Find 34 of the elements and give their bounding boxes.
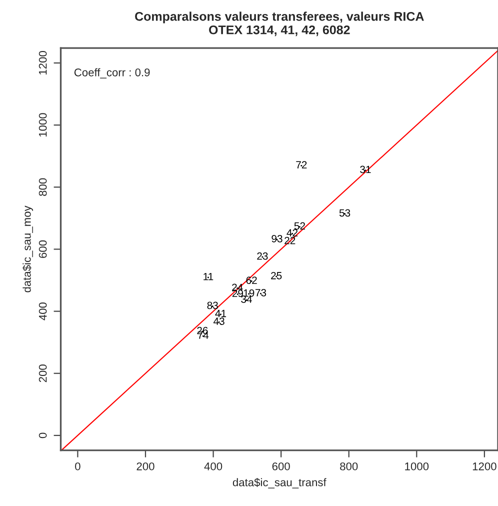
annotation: 53 (339, 209, 350, 217)
annotation: Coeff_corr : 0.9 (74, 68, 150, 78)
x-tick-label: 800 (340, 462, 358, 470)
annotation: 83 (207, 302, 218, 310)
chart-title: Comparalsons valeurs transferees, valeurs RICA OTEX 1314, 41, 42, 6082 (135, 12, 424, 36)
y-axis-title: data$ic_sau_moy (22, 206, 34, 292)
annotation: 73 (255, 289, 266, 296)
x-tick-label: 600 (272, 462, 290, 470)
x-tick-label: 1000 (405, 462, 429, 470)
annotation: 25 (271, 272, 282, 280)
y-tick-label: 200 (38, 364, 47, 382)
annotation: 29 (232, 290, 243, 298)
x-tick-label: 400 (204, 462, 222, 470)
annotation: 72 (296, 161, 307, 168)
annotation: 23 (257, 252, 268, 260)
y-tick-label: 800 (38, 178, 47, 196)
x-tick-label: 0 (75, 462, 80, 470)
y-tick-label: 600 (38, 240, 47, 258)
annotation: 19 (244, 289, 254, 297)
x-tick-label: 200 (136, 462, 154, 470)
y-tick-label: 0 (38, 432, 47, 438)
annotation: 62 (246, 276, 257, 284)
annotation: 34 (241, 296, 252, 303)
y-tick-label: 1000 (38, 113, 47, 137)
annotation: 52 (294, 222, 305, 230)
y-tick-label: 400 (38, 302, 47, 320)
annotation: 41 (215, 310, 226, 318)
annotation: 11 (204, 272, 214, 280)
annotation: 93 (272, 235, 282, 242)
y-tick-label: 1200 (38, 51, 47, 74)
x-tick-label: 1200 (472, 462, 496, 470)
annotation: 43 (213, 318, 224, 325)
annotation: 42 (286, 229, 298, 236)
x-axis-title: data$ic_sau_transf (232, 478, 326, 488)
